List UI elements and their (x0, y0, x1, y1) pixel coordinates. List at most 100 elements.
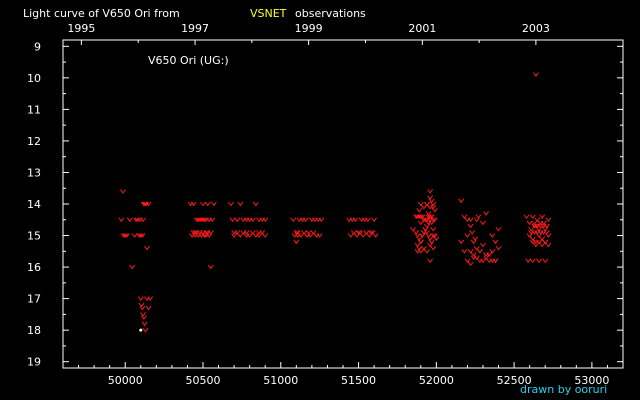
data-point (249, 217, 256, 223)
data-point (469, 230, 476, 235)
data-point (417, 201, 424, 207)
data-point (539, 214, 546, 219)
data-points (118, 72, 552, 333)
y-axis-ticks (63, 45, 623, 363)
data-point (140, 315, 147, 320)
data-point (492, 239, 499, 245)
chart-title-highlight: VSNET (250, 7, 287, 20)
data-point (427, 195, 434, 201)
data-point (545, 233, 552, 238)
data-point (137, 296, 144, 301)
data-point (427, 258, 434, 264)
data-point (410, 226, 416, 232)
data-point (204, 230, 211, 235)
chart-title-prefix: Light curve of V650 Ori from (23, 7, 180, 20)
data-point (542, 226, 549, 232)
data-point (118, 217, 125, 223)
data-point (529, 214, 536, 219)
data-point (539, 242, 546, 248)
data-point (350, 230, 357, 235)
data-point (206, 233, 213, 238)
data-point (545, 242, 552, 248)
data-point (307, 233, 314, 238)
data-point (424, 201, 430, 207)
data-point (464, 217, 471, 223)
data-point (131, 233, 138, 238)
top-axis-ticks (80, 40, 537, 45)
data-point (210, 201, 217, 207)
data-point (464, 233, 471, 238)
data-point (495, 226, 502, 232)
data-point (467, 261, 474, 267)
bottom-axis-label: 50000 (108, 374, 143, 387)
y-axis-label: 16 (27, 261, 41, 274)
data-point (357, 230, 364, 235)
data-point (543, 223, 550, 229)
data-point (427, 236, 434, 242)
data-point (200, 201, 206, 207)
data-point (430, 233, 437, 238)
data-point (139, 305, 146, 311)
data-point (355, 230, 362, 235)
faint-data-point (139, 328, 143, 332)
data-point (532, 223, 539, 229)
data-point (246, 233, 253, 238)
data-point (458, 198, 465, 204)
y-axis-label: 14 (27, 198, 41, 211)
top-axis-year-label: 2001 (408, 22, 436, 35)
top-axis-year-label: 2003 (522, 22, 550, 35)
data-point (252, 201, 259, 207)
data-point (140, 201, 147, 207)
y-axis-label: 10 (27, 72, 41, 85)
data-point (531, 220, 538, 226)
credit-text: drawn by ooruri (520, 383, 607, 396)
data-point (425, 211, 432, 216)
data-point (417, 239, 424, 245)
data-point (476, 249, 483, 254)
data-point (416, 208, 423, 213)
data-point (352, 217, 359, 223)
data-point (243, 217, 250, 223)
data-point (137, 233, 144, 238)
data-point (190, 201, 197, 207)
data-point (458, 239, 465, 245)
data-point (461, 214, 468, 219)
data-point (143, 201, 150, 207)
data-point (234, 217, 241, 223)
bottom-axis-label: 52500 (497, 374, 532, 387)
y-axis-label: 18 (27, 324, 41, 337)
y-axis-label: 11 (27, 103, 41, 116)
y-axis-label: 19 (27, 356, 41, 369)
bottom-axis-label: 51500 (341, 374, 376, 387)
data-point (129, 264, 136, 270)
data-point (144, 245, 150, 251)
data-point (428, 220, 435, 226)
data-point (318, 217, 325, 223)
data-point (526, 220, 533, 226)
data-point (545, 217, 552, 223)
data-point (473, 255, 480, 260)
data-point (529, 258, 536, 264)
data-point (536, 226, 542, 232)
data-point (366, 233, 373, 238)
y-axis-labels: 9 10 11 12 13 14 15 16 17 18 19 (27, 40, 41, 368)
data-point (200, 217, 206, 223)
data-point (467, 223, 474, 229)
chart-title-suffix: observations (295, 7, 366, 20)
bottom-axis-label: 51000 (263, 374, 298, 387)
data-point (372, 233, 379, 238)
data-point (368, 230, 374, 235)
y-axis-label: 13 (27, 166, 41, 179)
data-point (229, 217, 236, 223)
top-axis-year-label: 1995 (67, 22, 95, 35)
data-point (424, 249, 430, 254)
data-point (298, 233, 304, 238)
data-point (542, 258, 549, 264)
bottom-axis-label: 52000 (419, 374, 454, 387)
data-point (536, 239, 542, 245)
data-point (427, 242, 434, 248)
data-point (470, 239, 477, 245)
data-point (424, 230, 430, 235)
data-point (414, 242, 421, 248)
